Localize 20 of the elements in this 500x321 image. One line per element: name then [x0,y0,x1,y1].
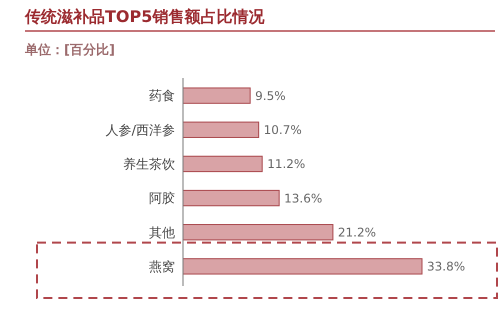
bar [182,258,422,275]
y-tick-label: 药食 [149,89,175,104]
bar [182,224,334,240]
data-label: 33.8% [427,260,466,274]
y-tick-label: 其他 [149,226,175,241]
text: 单位：[百分比] [24,42,115,58]
y-tick-label: 燕窝 [149,258,175,275]
bar [182,122,260,138]
chart-title: 传统滋补品TOP5销售额占比情况 [24,7,266,26]
bar [182,87,251,104]
data-label: 21.2% [338,225,376,240]
data-label: 13.6% [284,191,322,206]
bar [182,190,280,206]
data-label: 11.2% [267,157,306,172]
bar [182,156,263,172]
y-tick-label: 阿胶 [149,192,175,207]
y-tick-label: 人参/西洋参 [106,123,175,138]
y-tick-label: 养生茶饮 [123,156,175,172]
data-label: 10.7% [264,122,302,137]
data-label: 9.5% [255,88,286,103]
